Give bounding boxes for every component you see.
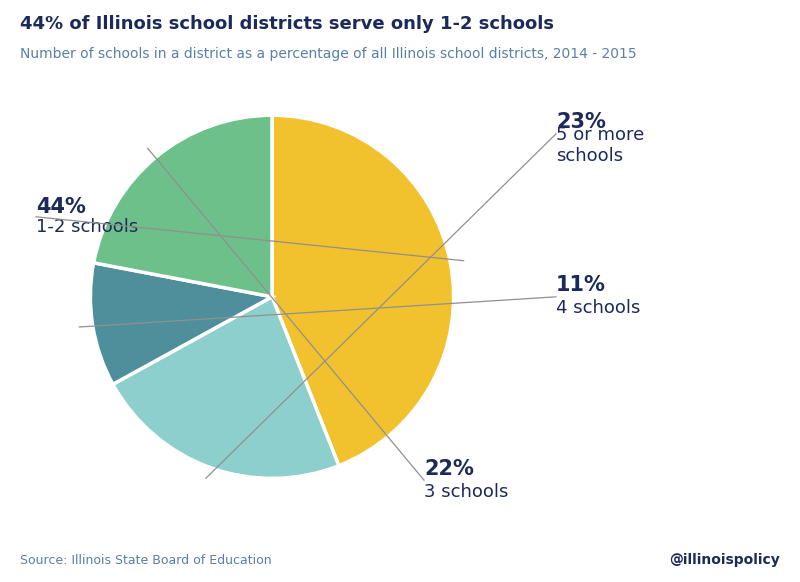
Text: 4 schools: 4 schools bbox=[556, 300, 640, 317]
Text: 23%: 23% bbox=[556, 112, 606, 132]
Text: 3 schools: 3 schools bbox=[424, 483, 508, 501]
Text: @illinoispolicy: @illinoispolicy bbox=[670, 553, 780, 567]
Text: 11%: 11% bbox=[556, 275, 606, 295]
Text: 44%: 44% bbox=[36, 197, 86, 217]
Wedge shape bbox=[272, 115, 454, 466]
Wedge shape bbox=[94, 115, 272, 297]
Wedge shape bbox=[90, 263, 272, 384]
Text: 1-2 schools: 1-2 schools bbox=[36, 218, 138, 236]
Text: 22%: 22% bbox=[424, 459, 474, 478]
Text: 5 or more
schools: 5 or more schools bbox=[556, 126, 644, 165]
Wedge shape bbox=[113, 297, 339, 478]
Text: 44% of Illinois school districts serve only 1-2 schools: 44% of Illinois school districts serve o… bbox=[20, 15, 554, 33]
Text: Number of schools in a district as a percentage of all Illinois school districts: Number of schools in a district as a per… bbox=[20, 47, 637, 61]
Text: Source: Illinois State Board of Education: Source: Illinois State Board of Educatio… bbox=[20, 555, 272, 567]
